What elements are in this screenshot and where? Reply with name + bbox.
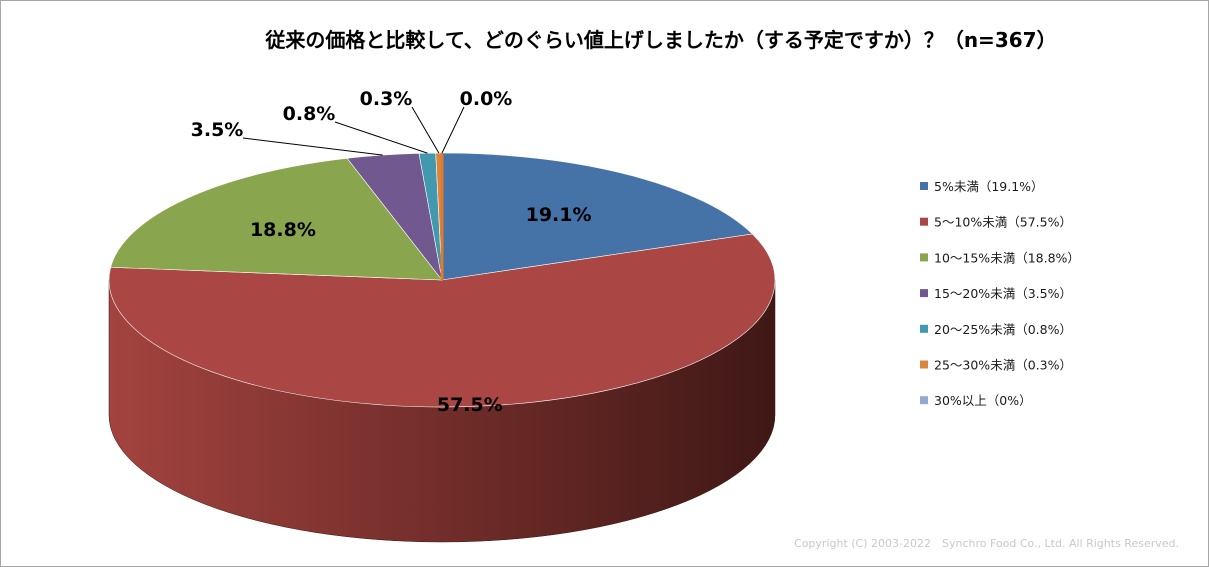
leader-line-7 [441,106,465,154]
legend-label-3: 10～15%未満（18.8%） [934,250,1080,265]
copyright-text: Copyright (C) 2003-2022 Synchro Food Co.… [794,537,1179,550]
legend-label-4: 15～20%未満（3.5%） [934,286,1072,301]
leader-line-5 [334,121,428,154]
legend-swatch-4 [920,289,928,298]
legend-label-5: 20～25%未満（0.8%） [934,322,1072,337]
legend: 5%未満（19.1%） 5～10%未満（57.5%） 10～15%未満（18.8%）… [920,179,1080,408]
data-label-5: 0.8% [283,103,336,125]
pie-slice-1 [441,152,754,281]
chart-title: 従来の価格と比較して、どのぐらい値上げしましたか（する予定ですか）？（n=367… [264,28,1056,52]
data-label-6: 0.3% [360,88,413,110]
pie-slice-2 [108,233,776,408]
data-labels: 19.1% 57.5% 18.8% 3.5% 0.8% 0.3% 0.0% [191,88,592,416]
leader-line-4 [242,137,383,156]
legend-label-7: 30%以上（0%） [934,393,1032,408]
pie-top-slices [108,152,776,408]
data-label-7: 0.0% [460,88,513,110]
legend-swatch-1 [920,182,928,190]
legend-label-6: 25～30%未満（0.3%） [934,358,1072,373]
legend-label-2: 5～10%未満（57.5%） [934,215,1072,230]
legend-swatch-5 [920,324,928,333]
leader-line-6 [411,106,440,154]
data-label-3: 18.8% [250,219,316,241]
legend-label-1: 5%未満（19.1%） [934,179,1044,194]
legend-swatch-7 [920,396,928,405]
pie-slice-3 [110,157,443,281]
legend-swatch-6 [920,360,928,369]
data-label-4: 3.5% [191,119,244,141]
legend-swatch-2 [920,217,928,226]
data-label-1: 19.1% [526,204,592,226]
legend-swatch-3 [920,253,928,262]
leader-lines [242,106,465,156]
data-label-2: 57.5% [437,394,503,416]
